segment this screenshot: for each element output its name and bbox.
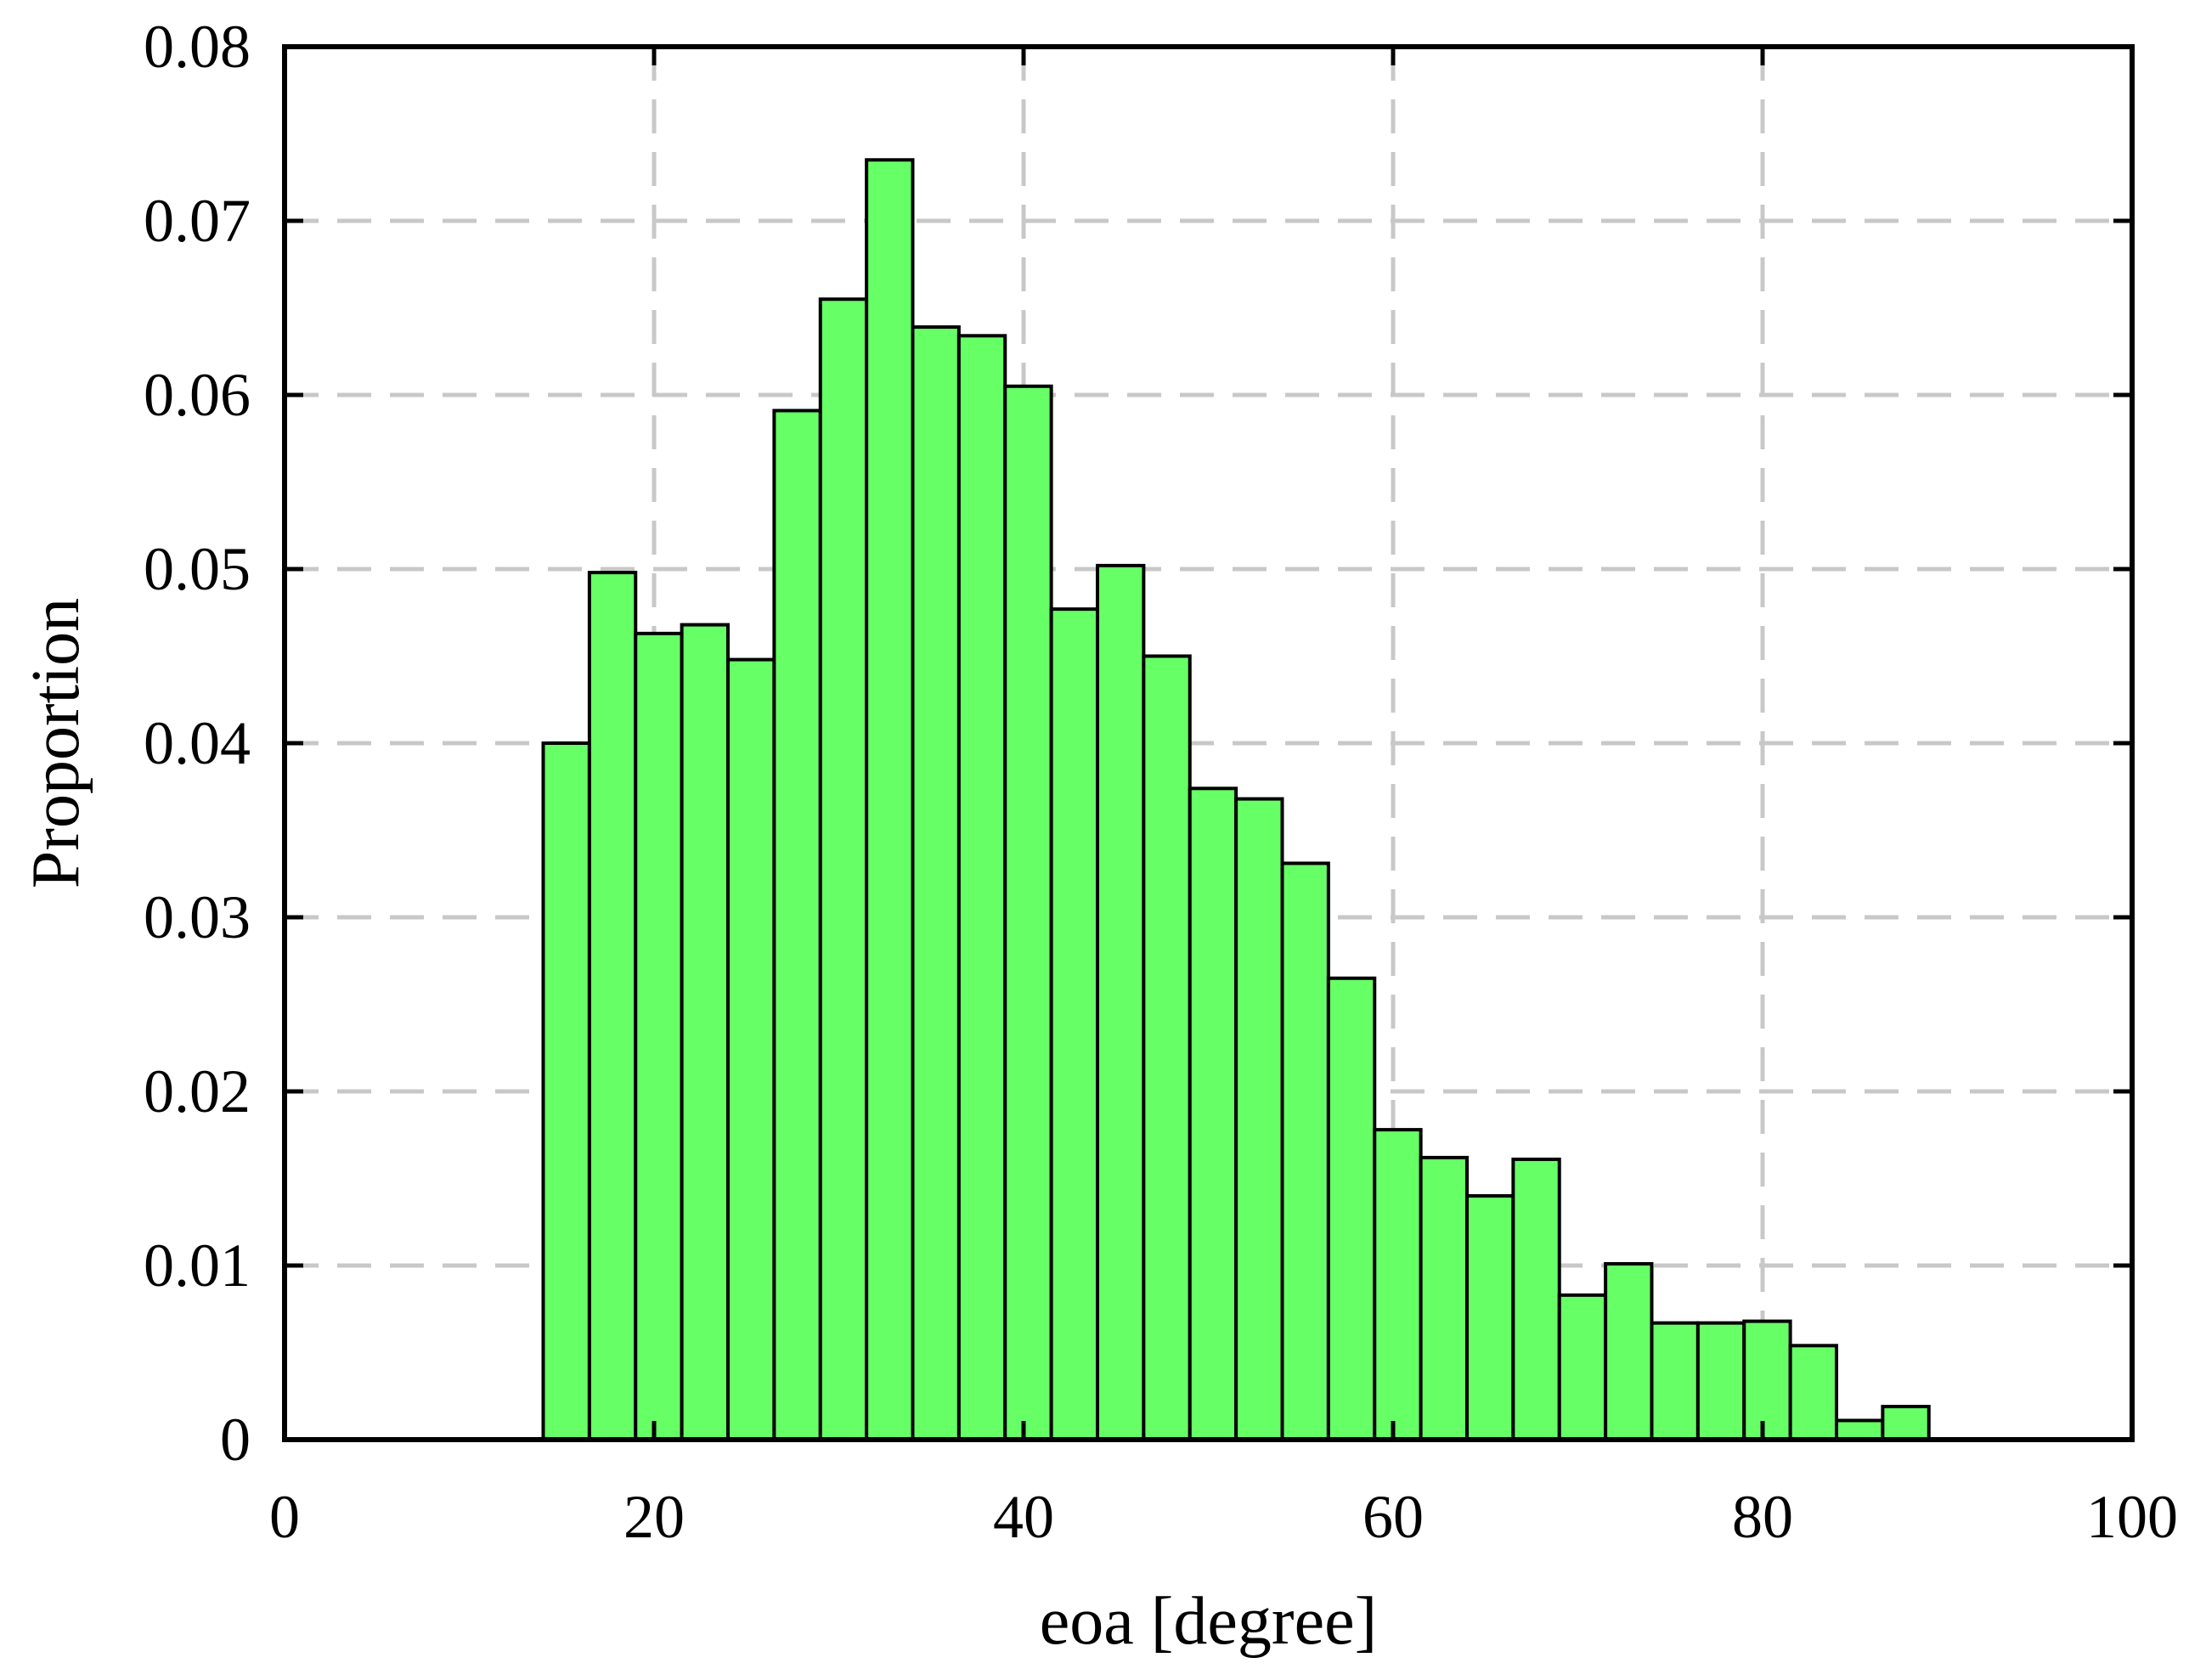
bar-21 (1511, 1157, 1561, 1441)
bar-28 (1835, 1418, 1885, 1441)
bar-10 (1003, 384, 1053, 1441)
bar-4 (726, 657, 776, 1441)
bar-16 (1280, 861, 1330, 1441)
bar-6 (818, 297, 869, 1441)
bar-3 (680, 623, 730, 1441)
bar-29 (1881, 1405, 1931, 1442)
x-axis-label: eoa [degree] (1040, 1584, 1377, 1659)
y-tick-label-0: 0 (220, 1406, 251, 1474)
bar-0 (541, 741, 591, 1441)
bar-24 (1650, 1321, 1700, 1442)
bar-19 (1419, 1155, 1469, 1442)
bar-11 (1049, 607, 1099, 1441)
y-tick-labels: 0 0.01 0.02 0.03 0.04 0.05 0.06 0.07 0.08 (144, 13, 251, 1474)
bars (541, 158, 1931, 1442)
y-tick-label-6: 0.06 (144, 361, 251, 429)
bar-23 (1604, 1261, 1654, 1441)
bar-2 (634, 631, 684, 1441)
bar-26 (1742, 1319, 1792, 1441)
x-tick-label-2: 40 (993, 1483, 1054, 1551)
bar-27 (1788, 1344, 1838, 1442)
y-tick-label-3: 0.03 (144, 883, 251, 951)
bar-7 (865, 158, 915, 1441)
bar-5 (772, 409, 822, 1442)
bar-15 (1234, 797, 1284, 1441)
x-tick-label-3: 60 (1363, 1483, 1424, 1551)
bar-17 (1326, 976, 1377, 1441)
bar-18 (1373, 1128, 1423, 1441)
bar-9 (956, 334, 1007, 1441)
y-tick-label-4: 0.04 (144, 709, 251, 777)
bar-14 (1188, 786, 1238, 1441)
y-tick-label-2: 0.02 (144, 1057, 251, 1125)
bar-22 (1557, 1293, 1608, 1441)
bar-8 (911, 325, 961, 1441)
y-tick-label-7: 0.07 (144, 187, 251, 255)
bar-20 (1465, 1194, 1515, 1441)
bar-1 (587, 571, 638, 1441)
y-tick-label-5: 0.05 (144, 535, 251, 603)
x-tick-label-1: 20 (623, 1483, 685, 1551)
x-tick-label-4: 80 (1732, 1483, 1793, 1551)
tick-marks (282, 44, 2135, 1442)
y-tick-label-1: 0.01 (144, 1232, 251, 1299)
bar-25 (1695, 1321, 1746, 1442)
y-axis-label: Proportion (19, 598, 93, 888)
bar-13 (1142, 654, 1192, 1441)
x-tick-label-0: 0 (269, 1483, 300, 1551)
bar-12 (1096, 563, 1146, 1441)
x-tick-labels: 0 20 40 60 80 100 (269, 1483, 2178, 1551)
y-tick-label-8: 0.08 (144, 13, 251, 81)
x-tick-label-5: 100 (2086, 1483, 2178, 1551)
